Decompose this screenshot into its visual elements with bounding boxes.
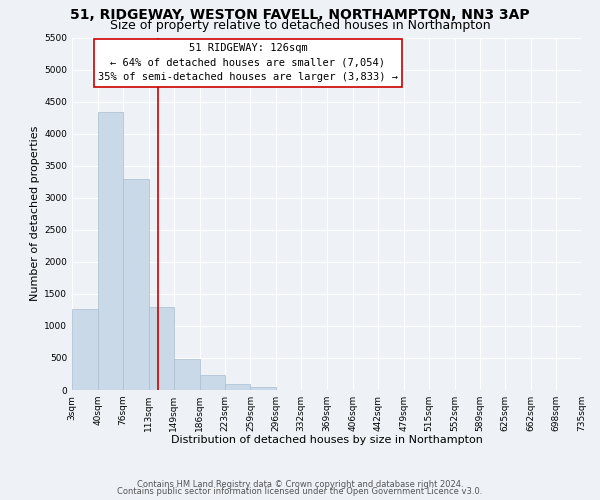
Y-axis label: Number of detached properties: Number of detached properties (30, 126, 40, 302)
Bar (98, 112, 123, 390)
Bar (174, 359, 199, 390)
Bar (123, 178, 149, 390)
Bar (199, 374, 225, 390)
Bar (149, 308, 174, 390)
Text: Contains public sector information licensed under the Open Government Licence v3: Contains public sector information licen… (118, 487, 482, 496)
Text: 51, RIDGEWAY, WESTON FAVELL, NORTHAMPTON, NN3 3AP: 51, RIDGEWAY, WESTON FAVELL, NORTHAMPTON… (70, 8, 530, 22)
Bar (72, 308, 98, 390)
Text: Contains HM Land Registry data © Crown copyright and database right 2024.: Contains HM Land Registry data © Crown c… (137, 480, 463, 489)
Bar (250, 387, 276, 390)
Text: Size of property relative to detached houses in Northampton: Size of property relative to detached ho… (110, 19, 490, 32)
X-axis label: Distribution of detached houses by size in Northampton: Distribution of detached houses by size … (171, 436, 483, 446)
Text: 51 RIDGEWAY: 126sqm
← 64% of detached houses are smaller (7,054)
35% of semi-det: 51 RIDGEWAY: 126sqm ← 64% of detached ho… (98, 43, 398, 82)
Bar (225, 384, 250, 390)
